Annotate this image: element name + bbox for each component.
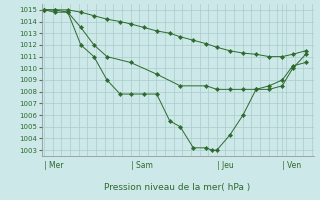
Text: Pression niveau de la mer( hPa ): Pression niveau de la mer( hPa ) [104, 183, 251, 192]
Text: | Mer: | Mer [44, 161, 64, 170]
Text: | Jeu: | Jeu [217, 161, 234, 170]
Text: | Sam: | Sam [131, 161, 152, 170]
Text: | Ven: | Ven [282, 161, 301, 170]
